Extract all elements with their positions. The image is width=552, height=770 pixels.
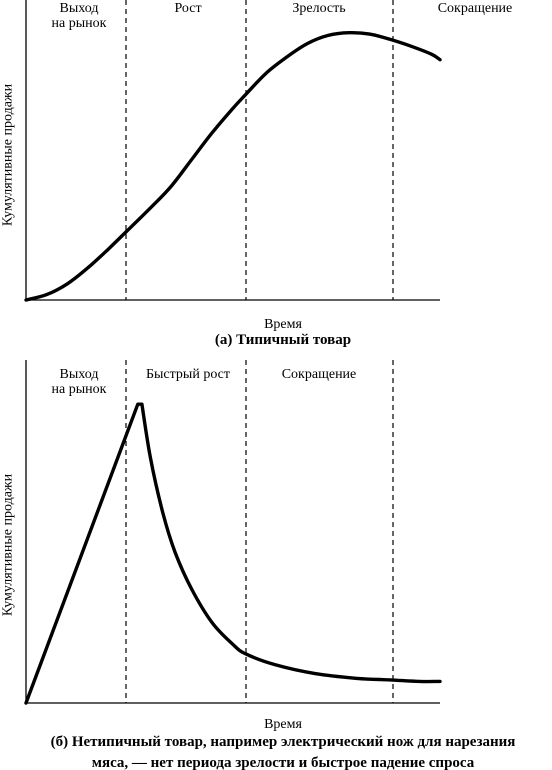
sales-curve bbox=[24, 30, 442, 302]
sales-curve bbox=[24, 402, 442, 705]
stage-label-line: на рынок bbox=[52, 382, 107, 397]
stage-label: Рост bbox=[174, 1, 201, 16]
chart-panel-a: Выход на рынок Рост Зрелость Сокращение Кумул… bbox=[1, 0, 513, 348]
stage-label: Сокращение bbox=[282, 367, 357, 382]
y-axis-label: Кумулятивные продажи bbox=[1, 473, 16, 616]
stage-label-line: Рост bbox=[174, 1, 201, 16]
stage-label-line: Выход bbox=[60, 367, 99, 382]
stage-label-line: Быстрый рост bbox=[146, 367, 230, 382]
stage-label-line: Зрелость bbox=[292, 1, 345, 16]
stage-label-line: Сокращение bbox=[438, 1, 513, 16]
stage-label-line: на рынок bbox=[52, 16, 107, 31]
figure-caption-line: (б) Нетипичный товар, например электриче… bbox=[51, 734, 516, 750]
stage-label-line: Выход bbox=[60, 1, 99, 16]
y-axis-label: Кумулятивные продажи bbox=[1, 83, 16, 226]
stage-label: Выход на рынок bbox=[52, 1, 107, 31]
stage-label: Зрелость bbox=[292, 1, 345, 16]
x-axis-label: Время bbox=[264, 317, 302, 332]
stage-label: Быстрый рост bbox=[146, 367, 230, 382]
figure-caption-line: мяса, — нет периода зрелости и быстрое п… bbox=[92, 755, 475, 770]
figure-caption: (а) Типичный товар bbox=[215, 332, 351, 348]
stage-label: Сокращение bbox=[438, 1, 513, 16]
x-axis-label: Время bbox=[264, 717, 302, 732]
stage-label: Выход на рынок bbox=[52, 367, 107, 397]
stage-label-line: Сокращение bbox=[282, 367, 357, 382]
chart-panel-b: Выход на рынок Быстрый рост Сокращение Кумул… bbox=[1, 360, 516, 770]
